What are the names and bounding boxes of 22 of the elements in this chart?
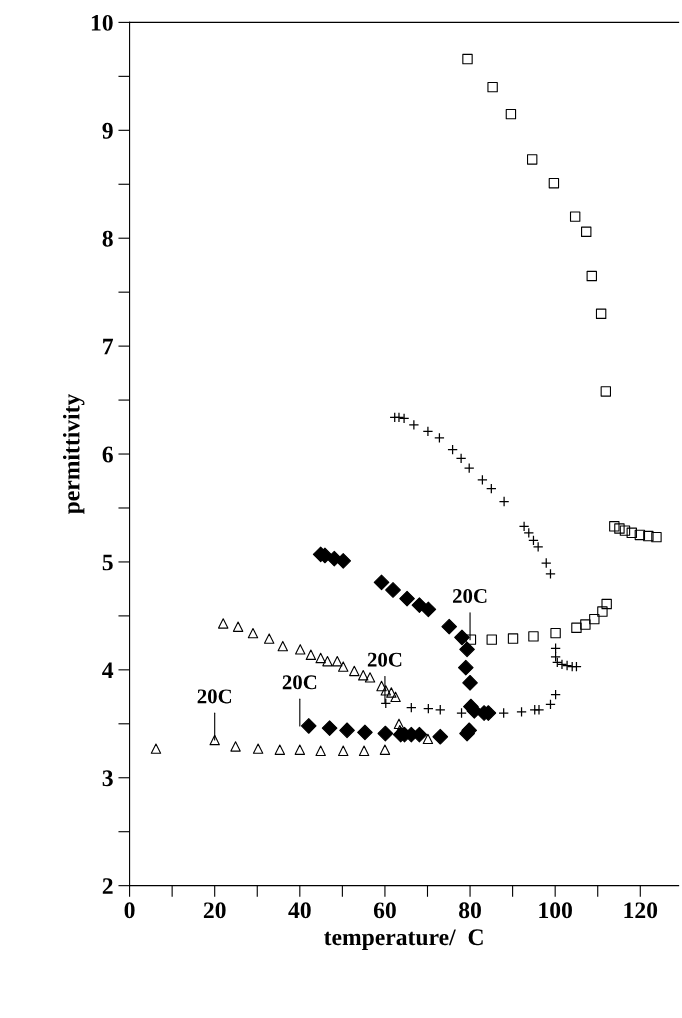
x-tick-label: 60 [373, 902, 396, 919]
y-tick-label: 10 [91, 14, 113, 31]
y-tick-label: 4 [102, 662, 114, 679]
x-tick-label: 40 [288, 902, 311, 919]
x-tick-label: 20 [203, 902, 226, 919]
y-tick-label: 5 [102, 554, 113, 571]
y-tick-label: 9 [102, 122, 113, 139]
y-tick-label: 3 [102, 770, 113, 787]
annotation: 20C [367, 652, 402, 667]
x-tick-label: 120 [624, 902, 658, 919]
annotation: 20C [197, 689, 232, 704]
x-axis-title: temperature/ C [324, 929, 483, 951]
x-tick-label: 100 [539, 902, 572, 919]
annotation: 20C [452, 588, 487, 604]
x-tick-label: 80 [459, 902, 481, 919]
annotation: 20C [282, 675, 317, 690]
x-tick-label: 0 [124, 902, 135, 919]
y-tick-label: 6 [102, 446, 113, 463]
y-tick-label: 8 [102, 230, 113, 247]
y-tick-label: 7 [103, 338, 114, 355]
y-axis-title: permittivity [62, 393, 85, 515]
y-tick-label: 2 [102, 878, 113, 894]
